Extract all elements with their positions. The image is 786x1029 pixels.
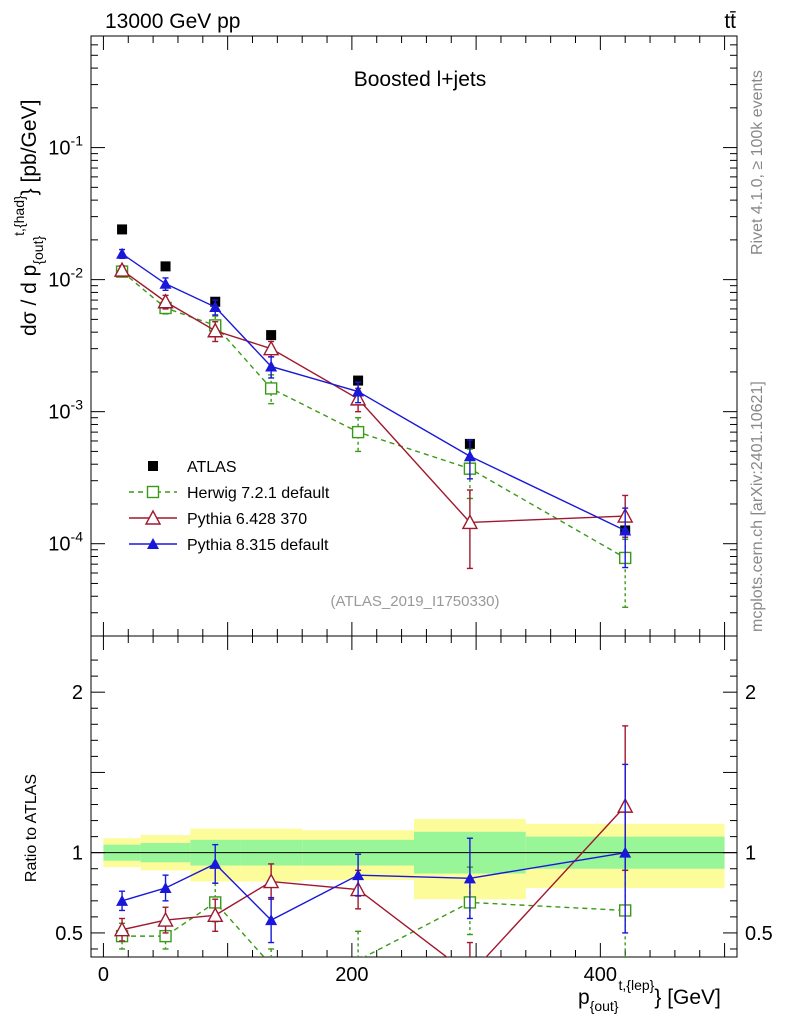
herwig-7-2-1-default-line xyxy=(122,901,626,957)
pythia-6-428-370-point xyxy=(157,911,174,927)
y-tick-label: 10-4 xyxy=(48,529,83,556)
svg-text:dσ / d p{out}t,{had}} [pb/GeV]: dσ / d p{out}t,{had}} [pb/GeV] xyxy=(11,100,46,336)
main-ylabel: dσ / d p{out}t,{had}} [pb/GeV] xyxy=(11,100,46,336)
atlas-point xyxy=(160,261,171,272)
ratio-frame xyxy=(90,635,738,958)
ratio-axes: 0 200 400 0.5 0.5 1 1 2 2 xyxy=(55,635,773,986)
y-tick-label: 10-3 xyxy=(48,397,83,424)
ratio-data xyxy=(113,725,634,957)
legend: ATLAS Herwig 7.2.1 default Pythia 6.428 37… xyxy=(129,459,330,554)
pythia-8-315-default-point xyxy=(619,524,632,536)
y-tick-label: 10-1 xyxy=(48,133,83,160)
y-tick-label: 2 xyxy=(72,682,83,704)
pythia-8-315-default-point xyxy=(619,846,632,858)
pythia-6-428-370-point xyxy=(207,322,224,338)
pythia-8-315-default-point xyxy=(352,869,365,881)
pythia-8-315-default-point xyxy=(159,277,172,289)
pythia-6-428-370-point xyxy=(262,873,280,889)
atlas-legend-label: ATLAS xyxy=(187,459,237,476)
main-data xyxy=(113,224,634,608)
y-tick-label: 0.5 xyxy=(745,923,773,945)
pythia-8-315-default-point xyxy=(159,881,172,893)
pythia-6-428-370-point xyxy=(461,513,479,530)
x-tick-label: 400 xyxy=(584,964,617,986)
pythia-8-315-default-point xyxy=(209,857,222,869)
pythia-8-315-default-legend-marker xyxy=(147,538,159,549)
pythia-6-428-370-point xyxy=(262,340,280,356)
atlas-point xyxy=(353,375,364,386)
herwig-7-2-1-default-legend-marker xyxy=(146,485,160,499)
pythia-8-315-default-point xyxy=(116,247,129,259)
herwig-7-2-1-default-legend-label: Herwig 7.2.1 default xyxy=(187,485,330,502)
pythia-8-315-default-point xyxy=(463,872,476,884)
pythia-8-315-default-point xyxy=(116,894,129,906)
atlas-legend-marker xyxy=(148,461,158,471)
pythia-6-428-370-point xyxy=(113,921,131,937)
plot-title: Boosted l+jets xyxy=(354,68,487,91)
herwig-7-2-1-default-point xyxy=(264,382,278,395)
x-tick-label: 200 xyxy=(335,964,368,986)
xlabel: p{out}t,{lep}} [GeV] xyxy=(578,977,721,1014)
pythia-6-428-370-legend-label: Pythia 6.428 370 xyxy=(187,511,307,528)
herwig-7-2-1-default-point xyxy=(351,425,365,439)
pythia-6-428-370-point xyxy=(207,906,224,922)
pythia-8-315-default-point xyxy=(265,914,278,926)
y-tick-label: 2 xyxy=(745,682,756,704)
y-tick-label: 1 xyxy=(745,843,756,865)
energy-label: 13000 GeV pp xyxy=(105,10,240,33)
pythia-6-428-370-legend-marker xyxy=(144,509,162,525)
pythia-8-315-default-legend-label: Pythia 8.315 default xyxy=(187,537,329,554)
atlas-point xyxy=(117,224,128,235)
rivet-label: Rivet 4.1.0, ≥ 100k events xyxy=(749,70,766,255)
pythia-6-428-370-point xyxy=(157,293,174,309)
x-tick-label: 0 xyxy=(98,964,109,986)
y-tick-label: 10-2 xyxy=(48,265,83,292)
pythia-8-315-default-point xyxy=(209,301,222,313)
ratio-bands xyxy=(103,818,725,900)
y-tick-label: 0.5 xyxy=(55,923,83,945)
analysis-tag: (ATLAS_2019_I1750330) xyxy=(330,593,499,610)
process-label: tt̄ xyxy=(724,10,736,33)
mcplots-label: mcplots.cern.ch [arXiv:2401.10621] xyxy=(749,381,766,632)
ratio-ylabel: Ratio to ATLAS xyxy=(23,774,40,882)
pythia-6-428-370-point xyxy=(113,261,131,277)
pythia-8-315-default-point xyxy=(265,360,278,372)
pythia-8-315-default-point xyxy=(463,450,476,462)
pythia-8-315-default-point xyxy=(352,385,365,397)
atlas-point xyxy=(266,330,277,341)
y-tick-label: 1 xyxy=(72,843,83,865)
svg-text:p{out}t,{lep}} [GeV]: p{out}t,{lep}} [GeV] xyxy=(578,977,721,1014)
